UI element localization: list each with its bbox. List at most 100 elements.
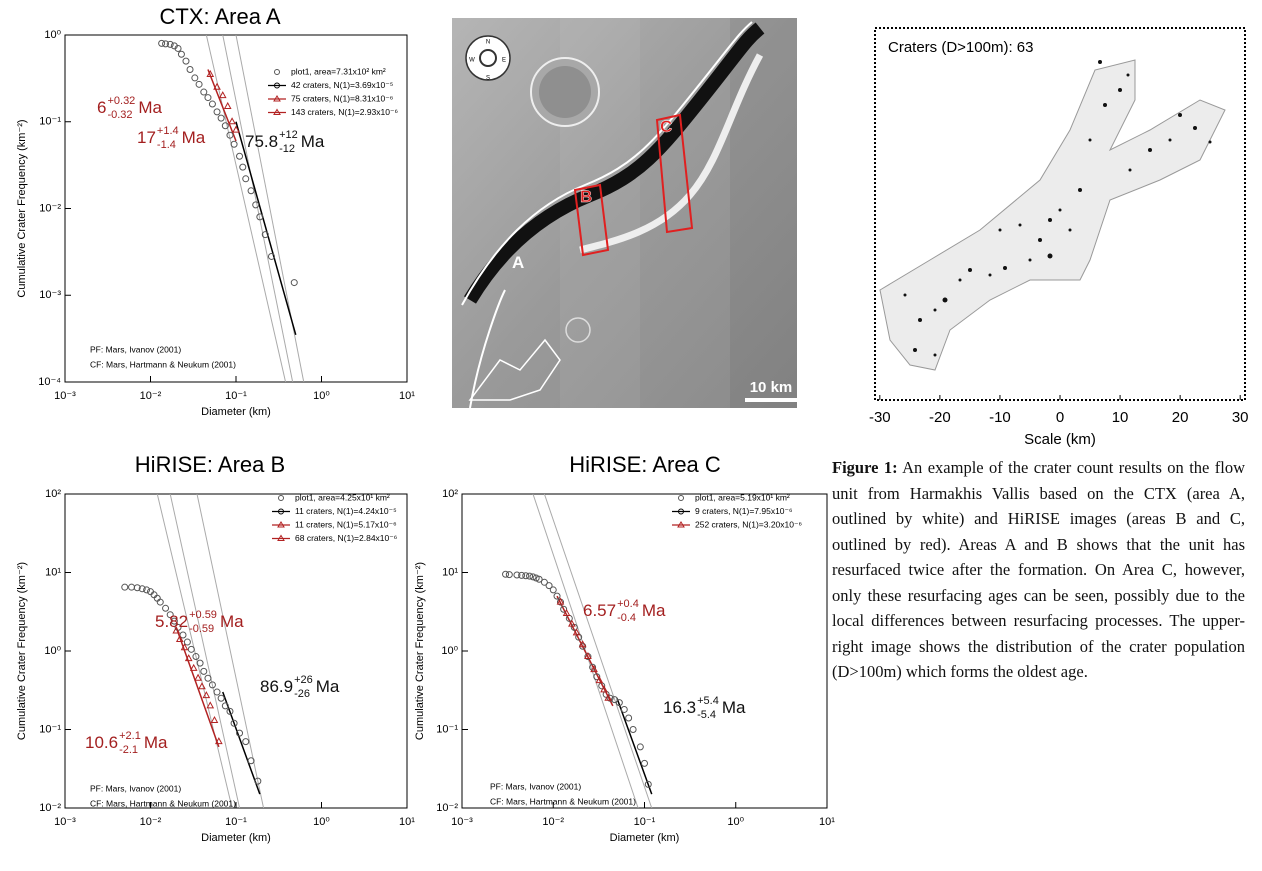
age-minus: -1.4 [157, 139, 176, 151]
age-plus: +26 [294, 674, 313, 686]
crater-point [637, 744, 643, 750]
crater-point [192, 75, 198, 81]
crater-point [211, 717, 217, 723]
y-tick-label: 10⁰ [44, 29, 61, 41]
crater-point [218, 695, 224, 701]
crater-point [178, 51, 184, 57]
crater-point [626, 715, 632, 721]
legend-text: 68 craters, N(1)=2.84x10⁻⁶ [295, 533, 397, 543]
crater-point [205, 675, 211, 681]
legend-text: 75 craters, N(1)=8.31x10⁻⁶ [291, 93, 393, 103]
legend-text: 42 craters, N(1)=3.69x10⁻⁵ [291, 80, 393, 90]
legend-text: 252 craters, N(1)=3.20x10⁻⁶ [695, 519, 802, 529]
legend-marker [679, 496, 684, 501]
age-minus: -0.32 [107, 109, 132, 121]
crater-point [191, 665, 197, 671]
age-plus: +0.4 [617, 598, 639, 610]
y-tick-label: 10⁻² [39, 802, 61, 814]
x-tick-label: 20 [1172, 409, 1189, 426]
y-axis-label: Cumulative Crater Frequency (km⁻²) [16, 119, 28, 297]
x-tick-label: 10¹ [399, 816, 415, 828]
panel-title: HiRISE: Area C [569, 452, 721, 477]
legend-text: 143 craters, N(1)=2.93x10⁻⁶ [291, 107, 398, 117]
x-axis-label: Diameter (km) [201, 832, 271, 844]
age-value: 16.3 [663, 698, 696, 717]
age-value: 86.9 [260, 677, 293, 696]
y-tick-label: 10¹ [442, 566, 458, 578]
fit-line [170, 494, 239, 808]
plot-note: PF: Mars, Ivanov (2001) [90, 344, 181, 354]
crater-point [253, 202, 259, 208]
y-tick-label: 10¹ [45, 566, 61, 578]
age-value: 10.6 [85, 733, 118, 752]
age-unit: Ma [220, 612, 244, 631]
age-unit: Ma [138, 98, 162, 117]
plot-frame [462, 494, 827, 808]
crater-point [184, 639, 190, 645]
age-value: 17 [137, 128, 156, 147]
y-tick-label: 10⁻¹ [39, 723, 61, 735]
y-tick-label: 10⁰ [44, 645, 61, 657]
legend-text: 9 craters, N(1)=7.95x10⁻⁶ [695, 506, 793, 516]
panel-title: HiRISE: Area B [135, 452, 285, 477]
crater-point [214, 689, 220, 695]
plot-note: PF: Mars, Ivanov (2001) [490, 781, 581, 791]
crater-point [214, 109, 220, 115]
age-minus: -0.4 [617, 612, 636, 624]
legend-text: plot1, area=7.31x10² km² [291, 66, 386, 76]
plot-note: CF: Mars, Hartmann & Neukum (2001) [490, 796, 636, 806]
x-tick-label: 10⁻² [140, 816, 162, 828]
y-tick-label: 10² [45, 488, 61, 500]
crater-point [220, 92, 226, 98]
legend-marker [275, 70, 280, 75]
age-plus: +5.4 [697, 695, 719, 707]
fit-line [544, 494, 651, 808]
legend-text: 11 craters, N(1)=5.17x10⁻⁶ [295, 519, 397, 529]
fit-line [157, 494, 232, 808]
x-axis-label: Diameter (km) [201, 406, 271, 418]
crater-point [163, 605, 169, 611]
crater-point [183, 58, 189, 64]
crater-point [240, 164, 246, 170]
crater-point [243, 739, 249, 745]
y-axis-label: Cumulative Crater Frequency (km⁻²) [16, 562, 28, 740]
y-tick-label: 10⁻² [436, 802, 458, 814]
age-value: 75.8 [245, 132, 278, 151]
age-minus: -2.1 [119, 744, 138, 756]
crater-point [229, 118, 235, 124]
x-tick-label: -10 [989, 409, 1011, 426]
crater-point [207, 702, 213, 708]
crater-map [875, 28, 1245, 400]
crater-point [225, 103, 231, 109]
crater-point [196, 81, 202, 87]
age-unit: Ma [316, 677, 340, 696]
x-tick-label: 10⁻² [140, 390, 162, 402]
compass-letter: S [486, 76, 490, 82]
legend-text: plot1, area=5.19x10¹ km² [695, 492, 790, 502]
age-unit: Ma [722, 698, 746, 717]
y-tick-label: 10⁻¹ [436, 723, 458, 735]
crater-map-title: Craters (D>100m): 63 [888, 39, 1033, 56]
age-unit: Ma [182, 128, 206, 147]
age-value: 6.57 [583, 601, 616, 620]
legend-text: 11 craters, N(1)=4.24x10⁻⁵ [295, 506, 397, 516]
x-tick-label: 10⁻³ [451, 816, 473, 828]
x-tick-label: 10⁰ [313, 390, 330, 402]
x-tick-label: 10⁻³ [54, 390, 76, 402]
figure: CTX: Area A10⁻³10⁻²10⁻¹10⁰10¹10⁻⁴10⁻³10⁻… [0, 0, 1262, 871]
crater-point [550, 587, 556, 593]
panel-title: CTX: Area A [159, 4, 280, 29]
age-plus: +2.1 [119, 730, 141, 742]
plot-data [122, 494, 264, 808]
crater-point [237, 153, 243, 159]
age-minus: -0.59 [189, 623, 214, 635]
fit-line [223, 35, 293, 382]
crater-point [199, 683, 205, 689]
crater-point [291, 280, 297, 286]
crater-point [201, 668, 207, 674]
caption-label: Figure 1: [832, 458, 898, 477]
compass-letter: N [486, 40, 490, 46]
plot-data [503, 494, 652, 808]
crater-point [642, 760, 648, 766]
crater-point [187, 67, 193, 73]
